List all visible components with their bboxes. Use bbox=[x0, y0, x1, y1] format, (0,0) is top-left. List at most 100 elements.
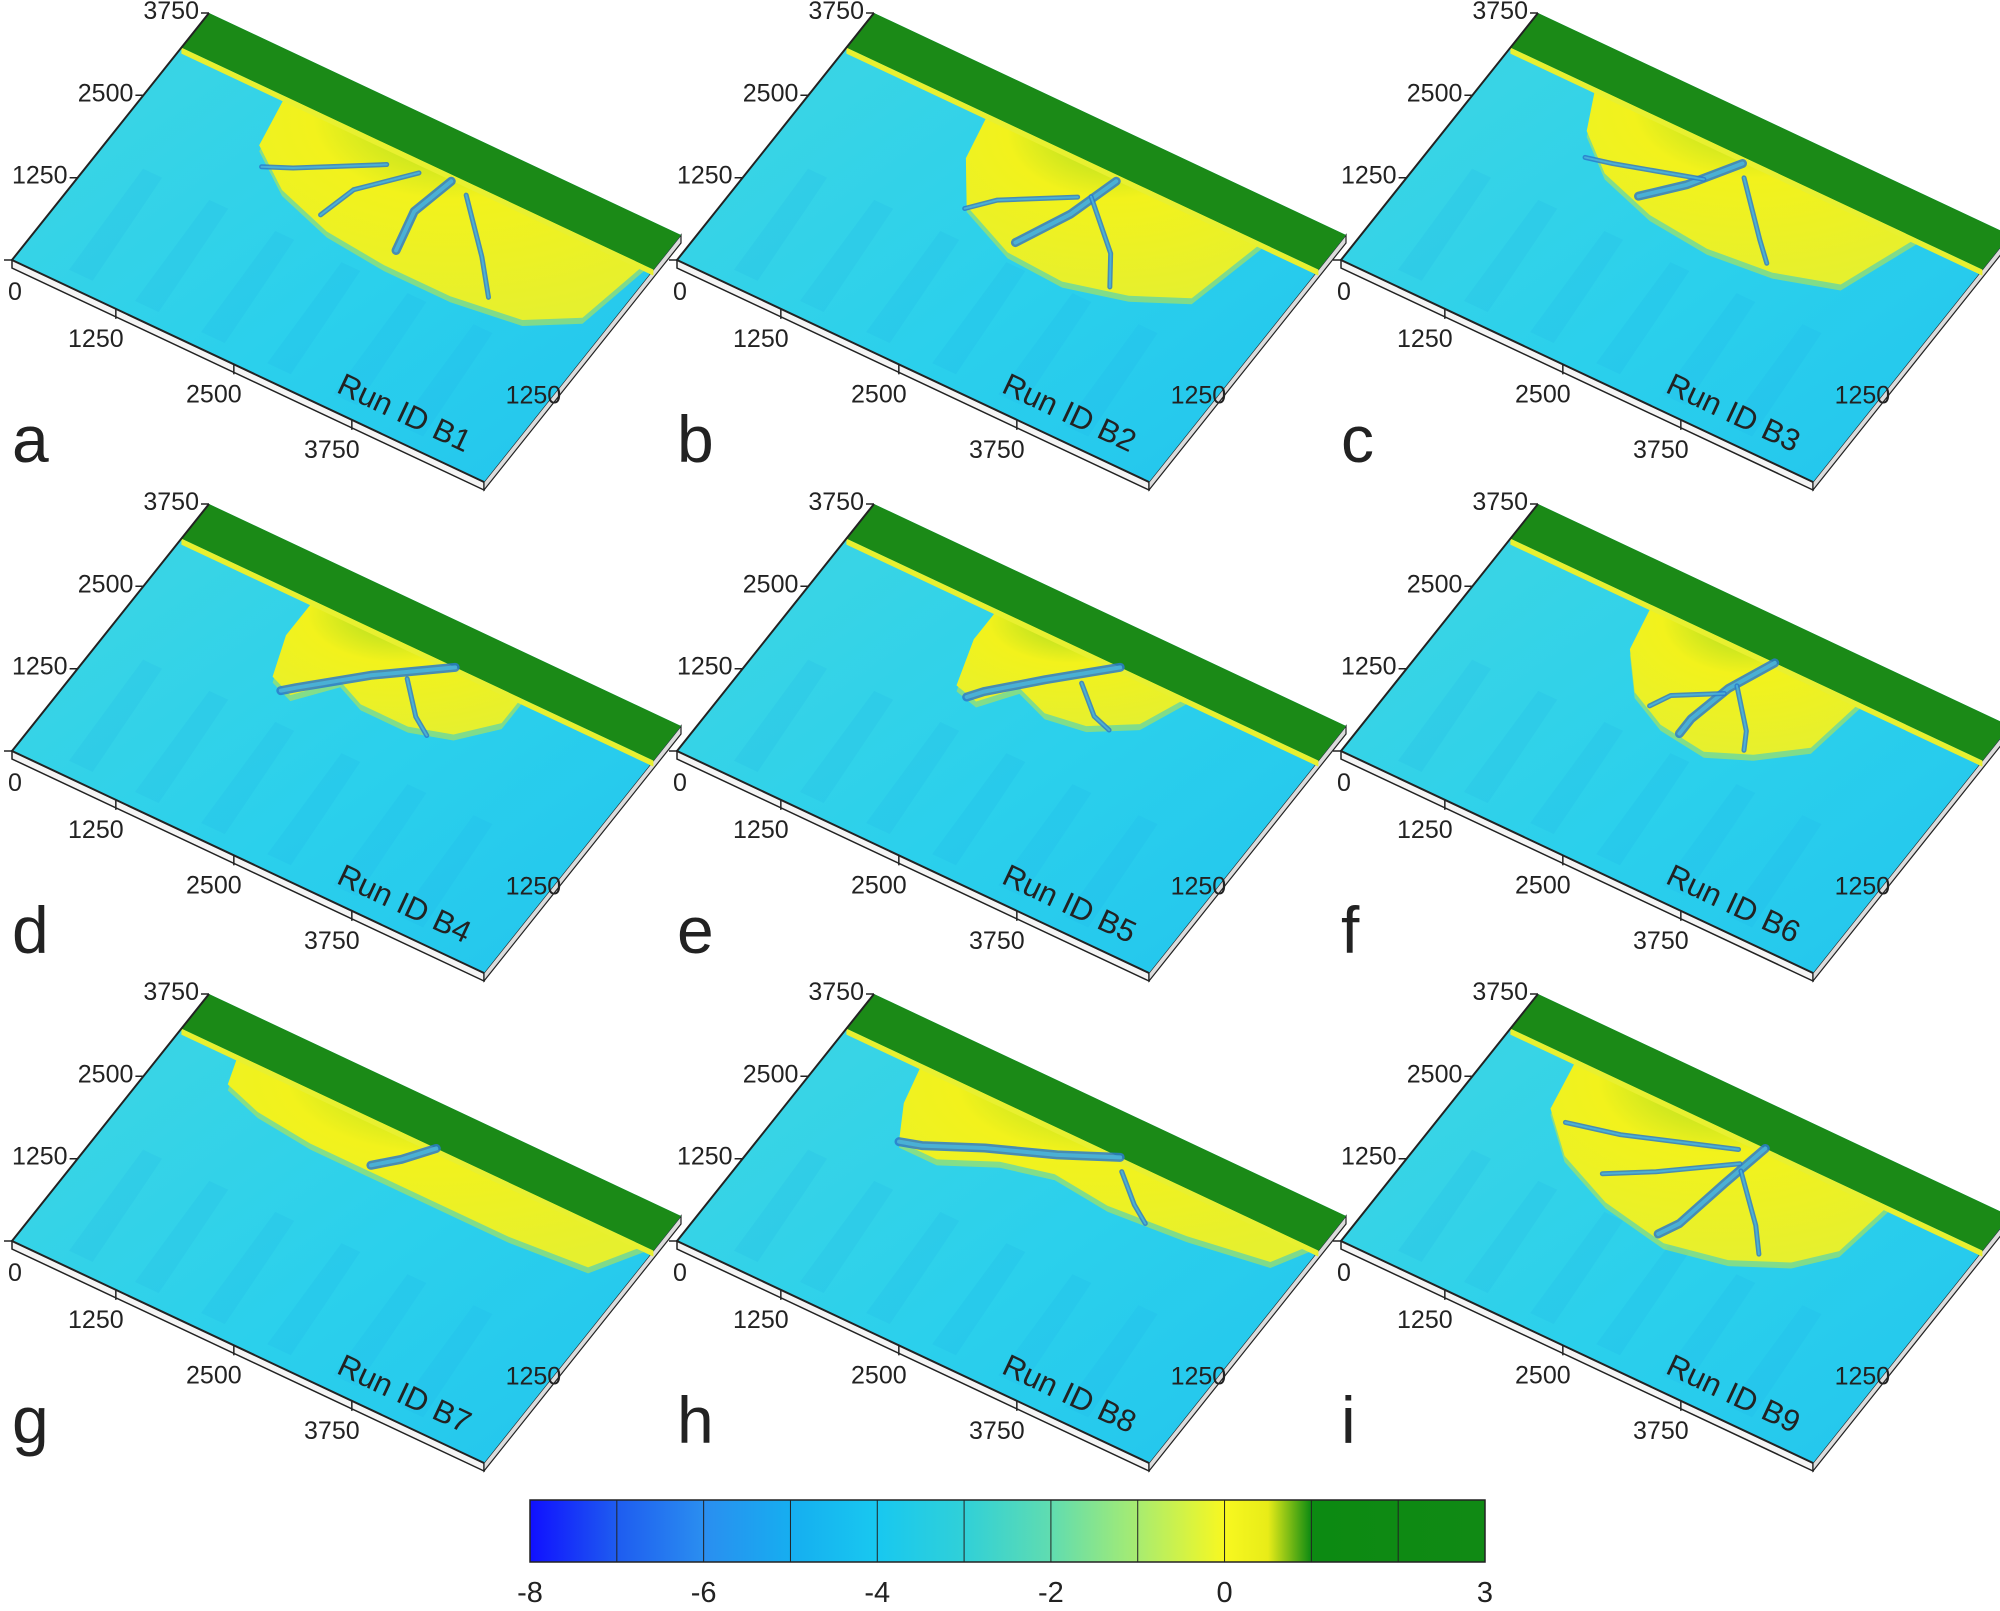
basin-surface bbox=[12, 504, 681, 973]
basin-streak bbox=[932, 1243, 1026, 1356]
delta-plain bbox=[227, 1055, 645, 1268]
upland-strip bbox=[181, 994, 681, 1251]
basin-streak bbox=[201, 1212, 295, 1325]
channel-highlight bbox=[319, 171, 420, 216]
basin-surface bbox=[677, 504, 1346, 973]
left-axis-label: 3750 bbox=[143, 0, 199, 25]
left-axis-label: 1250 bbox=[1341, 653, 1397, 681]
right-axis-label: 1250 bbox=[506, 1363, 562, 1391]
left-axis-label: 0 bbox=[673, 769, 687, 797]
left-axis-label: 1250 bbox=[677, 1143, 733, 1171]
channel-highlight bbox=[1648, 692, 1726, 707]
left-axis-label: 3750 bbox=[1472, 978, 1528, 1006]
basin-streak bbox=[267, 1243, 361, 1356]
panel-letter: b bbox=[677, 402, 714, 476]
bottom-axis-label: 2500 bbox=[186, 871, 242, 899]
left-axis-label: 0 bbox=[1337, 769, 1351, 797]
basin-surface bbox=[12, 994, 681, 1463]
left-axis-label: 0 bbox=[8, 278, 22, 306]
basin-streak bbox=[267, 753, 361, 866]
shoreline bbox=[181, 1028, 654, 1257]
upland-strip bbox=[1510, 13, 2000, 270]
bottom-axis-label: 3750 bbox=[1633, 436, 1689, 464]
left-axis-label: 3750 bbox=[1472, 0, 1528, 25]
panel-letter: g bbox=[12, 1383, 49, 1457]
bottom-axis-label: 3750 bbox=[304, 1417, 360, 1445]
bottom-axis-label: 1250 bbox=[733, 325, 789, 353]
channel-highlight bbox=[1743, 176, 1768, 265]
basin-streak bbox=[1662, 784, 1756, 897]
left-axis-label: 1250 bbox=[677, 162, 733, 190]
basin-streak bbox=[1398, 1149, 1491, 1262]
basin-streak bbox=[1398, 659, 1491, 772]
basin-streak bbox=[1596, 262, 1690, 375]
delta-plain bbox=[1586, 87, 1917, 285]
left-axis-label: 2500 bbox=[1407, 1060, 1463, 1088]
basin-surface bbox=[1341, 504, 2000, 973]
channel-highlight bbox=[1656, 1146, 1768, 1236]
bottom-axis-label: 1250 bbox=[68, 325, 124, 353]
panel-letter: c bbox=[1341, 402, 1374, 476]
bottom-axis-label: 2500 bbox=[851, 380, 907, 408]
basin-streak bbox=[1530, 231, 1624, 344]
left-axis-label: 0 bbox=[1337, 1259, 1351, 1287]
box-side-wall bbox=[1148, 724, 1347, 983]
basin-streak bbox=[69, 168, 162, 281]
colorbar-tick-label: -4 bbox=[864, 1577, 890, 1609]
upland-strip bbox=[846, 504, 1346, 761]
channel-highlight bbox=[1739, 1169, 1760, 1256]
basin-streak bbox=[932, 753, 1026, 866]
right-axis-label: 1250 bbox=[1171, 382, 1227, 410]
delta-plain bbox=[1550, 1059, 1888, 1263]
channel-highlight bbox=[1564, 1121, 1740, 1151]
left-axis-label: 0 bbox=[8, 769, 22, 797]
bottom-axis-label: 2500 bbox=[851, 871, 907, 899]
channel-highlight bbox=[406, 677, 428, 737]
upland-strip bbox=[846, 994, 1346, 1251]
basin-streak bbox=[1596, 1243, 1690, 1356]
basin-streak bbox=[1464, 1180, 1558, 1293]
colorbar-tick-label: -8 bbox=[517, 1577, 543, 1609]
channel-highlight bbox=[1120, 1170, 1147, 1225]
basin-streak bbox=[69, 1149, 162, 1262]
left-axis-label: 3750 bbox=[1472, 488, 1528, 516]
shoreline bbox=[1510, 1028, 1983, 1257]
channel-highlight bbox=[394, 179, 454, 253]
delta-plain bbox=[259, 96, 644, 321]
left-axis-label: 3750 bbox=[143, 488, 199, 516]
bottom-axis-label: 3750 bbox=[304, 927, 360, 955]
bottom-axis-label: 3750 bbox=[969, 927, 1025, 955]
basin-streak bbox=[201, 231, 295, 344]
delta-plain bbox=[272, 600, 522, 735]
basin-streak bbox=[734, 659, 827, 772]
upland-strip bbox=[1510, 504, 2000, 761]
basin-streak bbox=[1398, 168, 1491, 281]
channel-highlight bbox=[1601, 1162, 1742, 1175]
channel-highlight bbox=[1636, 161, 1745, 199]
right-axis-label: 1250 bbox=[1835, 873, 1891, 901]
shoreline bbox=[181, 538, 654, 767]
basin-streak bbox=[998, 784, 1092, 897]
right-axis-label: 1250 bbox=[1171, 1363, 1227, 1391]
channel-highlight bbox=[465, 194, 490, 299]
panel-letter: a bbox=[12, 402, 49, 476]
basin-streak bbox=[69, 659, 162, 772]
right-axis-label: 1250 bbox=[1171, 873, 1227, 901]
bottom-axis-label: 1250 bbox=[1397, 816, 1453, 844]
basin-streak bbox=[1464, 690, 1558, 803]
bottom-axis-label: 1250 bbox=[68, 1306, 124, 1334]
basin-streak bbox=[201, 722, 295, 835]
left-axis-label: 0 bbox=[673, 1259, 687, 1287]
channel-highlight bbox=[1013, 179, 1119, 245]
left-axis-label: 2500 bbox=[743, 79, 799, 107]
left-axis-label: 3750 bbox=[808, 488, 864, 516]
channel-highlight bbox=[1080, 682, 1111, 732]
basin-streak bbox=[333, 784, 427, 897]
left-axis-label: 3750 bbox=[808, 978, 864, 1006]
box-side-wall bbox=[1812, 737, 2000, 983]
colorbar-tick-label: -6 bbox=[691, 1577, 717, 1609]
basin-streak bbox=[1662, 293, 1756, 406]
bottom-axis-label: 2500 bbox=[851, 1361, 907, 1389]
